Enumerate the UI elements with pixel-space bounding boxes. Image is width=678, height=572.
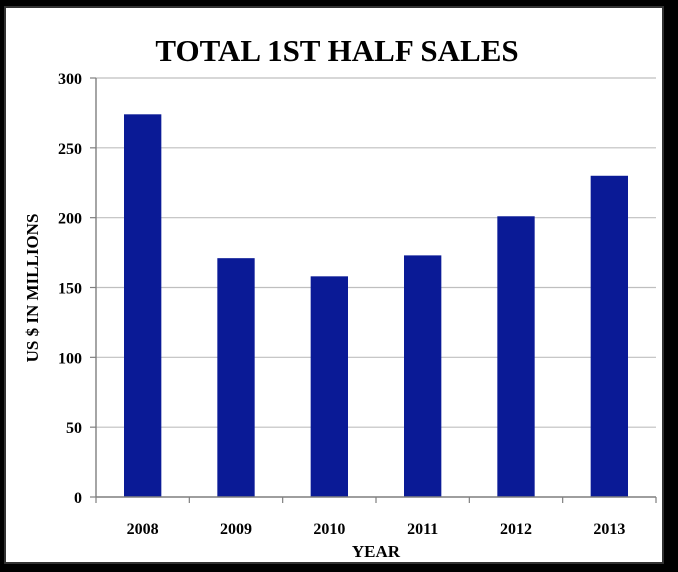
- y-axis-label: US $ IN MILLIONS: [23, 214, 42, 363]
- bar-2011: [404, 255, 442, 497]
- x-tick-label: 2010: [313, 521, 345, 538]
- y-tick-label: 300: [58, 71, 82, 88]
- frame-shadow-bottom: [14, 564, 678, 572]
- bar-2009: [217, 258, 255, 497]
- x-tick-label: 2012: [500, 521, 532, 538]
- x-tick-label: 2011: [407, 521, 438, 538]
- bar-2010: [310, 276, 348, 497]
- y-tick-label: 50: [66, 420, 82, 437]
- chart-title: TOTAL 1ST HALF SALES: [155, 33, 518, 68]
- y-tick-label: 100: [58, 350, 82, 367]
- bar-2013: [590, 175, 628, 497]
- frame-shadow-right: [664, 22, 678, 572]
- x-tick-label: 2008: [127, 521, 159, 538]
- y-tick-label: 0: [74, 490, 82, 507]
- bar-2008: [124, 114, 162, 498]
- x-tick-label: 2013: [593, 521, 625, 538]
- y-tick-label: 200: [58, 211, 82, 228]
- x-tick-label: 2009: [220, 521, 252, 538]
- x-axis-label: YEAR: [352, 542, 401, 561]
- y-tick-label: 150: [58, 281, 82, 298]
- y-tick-label: 250: [58, 141, 82, 158]
- bar-2012: [497, 216, 535, 497]
